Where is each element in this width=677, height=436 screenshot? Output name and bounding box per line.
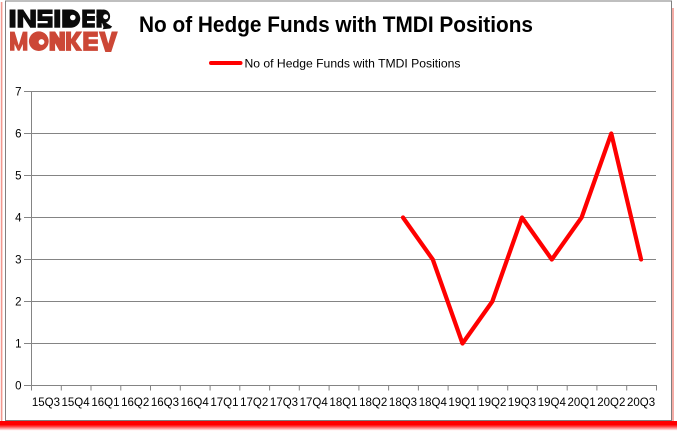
svg-text:3: 3	[15, 255, 21, 267]
svg-text:7: 7	[15, 87, 21, 99]
svg-text:18Q3: 18Q3	[389, 397, 417, 409]
svg-text:18Q1: 18Q1	[329, 397, 357, 409]
svg-text:0: 0	[15, 381, 21, 393]
svg-text:20Q2: 20Q2	[597, 397, 625, 409]
svg-text:16Q4: 16Q4	[181, 397, 210, 409]
svg-text:20Q1: 20Q1	[568, 397, 596, 409]
svg-text:20Q3: 20Q3	[627, 397, 655, 409]
svg-text:16Q3: 16Q3	[151, 397, 179, 409]
svg-text:1: 1	[15, 339, 21, 351]
svg-text:4: 4	[15, 213, 22, 225]
svg-text:19Q3: 19Q3	[508, 397, 536, 409]
svg-text:16Q2: 16Q2	[121, 397, 149, 409]
svg-text:6: 6	[15, 129, 21, 141]
svg-text:17Q1: 17Q1	[210, 397, 238, 409]
svg-text:17Q4: 17Q4	[300, 397, 329, 409]
svg-text:17Q2: 17Q2	[240, 397, 268, 409]
svg-text:19Q4: 19Q4	[538, 397, 567, 409]
svg-text:15Q4: 15Q4	[62, 397, 91, 409]
svg-text:No of Hedge Funds with TMDI Po: No of Hedge Funds with TMDI Positions	[245, 56, 461, 70]
svg-text:15Q3: 15Q3	[32, 397, 60, 409]
svg-text:18Q2: 18Q2	[359, 397, 387, 409]
svg-text:No of Hedge Funds with TMDI Po: No of Hedge Funds with TMDI Positions	[139, 12, 533, 37]
svg-text:19Q1: 19Q1	[448, 397, 476, 409]
svg-text:19Q2: 19Q2	[478, 397, 506, 409]
svg-text:18Q4: 18Q4	[419, 397, 448, 409]
svg-text:2: 2	[15, 297, 21, 309]
svg-text:5: 5	[15, 171, 21, 183]
svg-text:17Q3: 17Q3	[270, 397, 298, 409]
svg-text:16Q1: 16Q1	[91, 397, 119, 409]
